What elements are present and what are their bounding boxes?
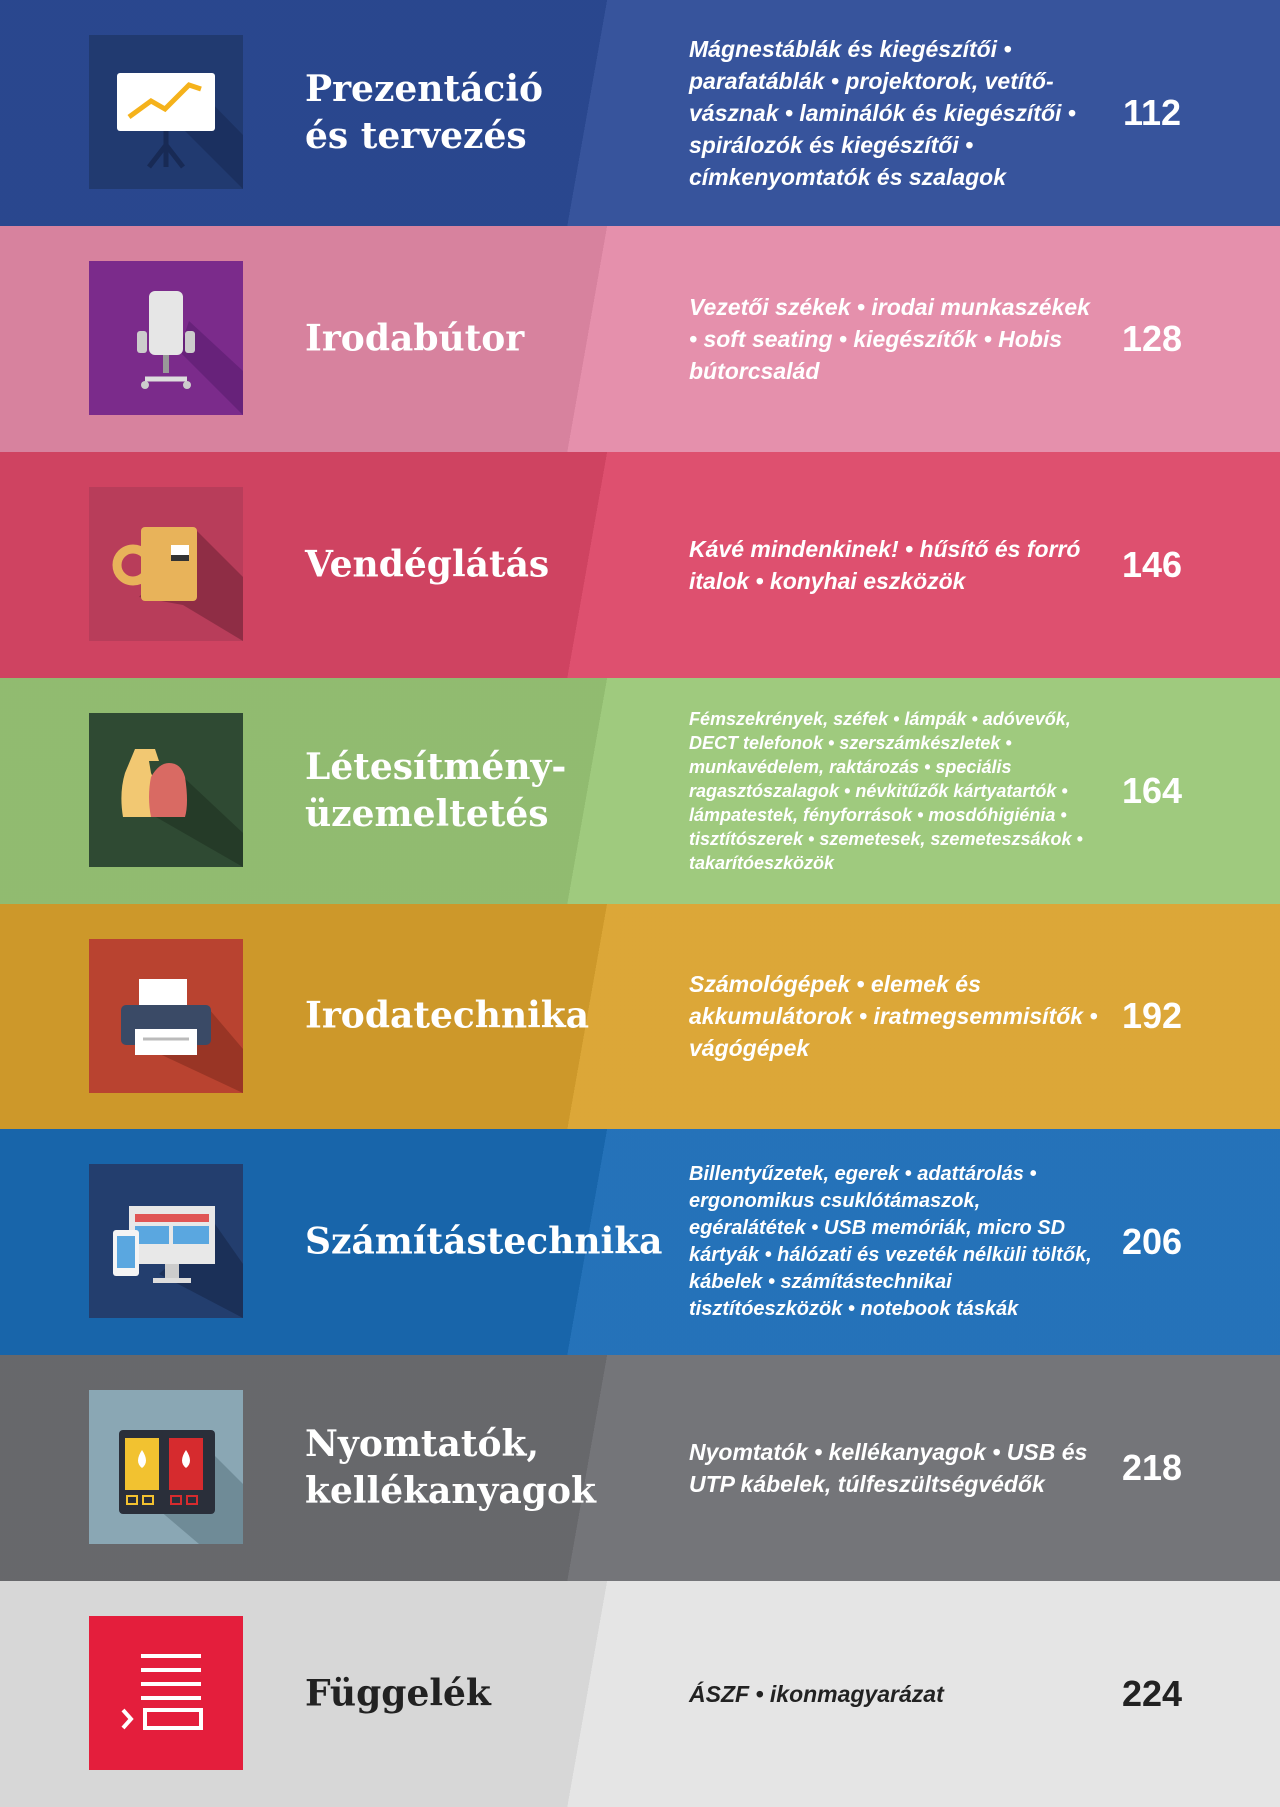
toc-row[interactable]: Prezentáció és tervezés Mágnestáblák és k… — [0, 0, 1280, 226]
section-title: Számítástechnika — [305, 1220, 663, 1263]
section-title: Irodatechnika — [305, 994, 590, 1037]
toc-row[interactable]: Vendéglátás Kávé mindenkinek! • hűsítő é… — [0, 451, 1280, 678]
section-description: Kávé mindenkinek! • hűsítő és forró ital… — [689, 535, 1081, 594]
page-number: 192 — [1121, 995, 1183, 1037]
section-description: Mágnestáblák és kiegészítői • parafatábl… — [689, 35, 1076, 190]
page-number: 112 — [1122, 91, 1182, 133]
section-title: Vendéglátás — [305, 543, 550, 586]
section-description: Vezetői székek • irodai munkaszékek • so… — [689, 293, 1090, 384]
icon — [89, 712, 243, 867]
page-number: 224 — [1121, 1673, 1183, 1715]
page-number: 146 — [1121, 543, 1183, 585]
page-number: 164 — [1121, 769, 1183, 811]
section-title: Létesítmény-üzemeltetés — [305, 745, 567, 835]
icon — [89, 486, 243, 641]
section-description: Számológépek • elemek és akkumulátorok •… — [689, 971, 1098, 1062]
section-title: Prezentáció és tervezés — [305, 67, 544, 157]
page-number: 206 — [1121, 1221, 1183, 1263]
toc-row[interactable]: Irodatechnika Számológépek • elemek és a… — [0, 903, 1280, 1130]
section-description: Billentyűzetek, egerek • adattárolás • e… — [689, 1163, 1092, 1321]
section-title: Irodabútor — [305, 317, 525, 360]
toc-row[interactable]: Létesítmény-üzemeltetés Fémszekrények, s… — [0, 677, 1280, 904]
toc-row[interactable]: Számítástechnika Billentyűzetek, egerek … — [0, 1129, 1280, 1356]
icon — [89, 938, 243, 1093]
section-description: Nyomtatók • kellékanyagok • USB és UTP k… — [689, 1439, 1088, 1498]
toc-row[interactable]: Irodabútor Vezetői székek • irodai munka… — [0, 225, 1280, 452]
toc-row[interactable]: Függelék ÁSZF • ikonmagyarázat 224 — [0, 1581, 1280, 1807]
page-number: 218 — [1121, 1447, 1183, 1489]
toc-row[interactable]: Nyomtatók, kellékanyagok Nyomtatók • kell… — [0, 1355, 1280, 1582]
page-number: 128 — [1121, 317, 1183, 359]
section-title: Függelék — [305, 1672, 491, 1715]
icon — [89, 1616, 243, 1771]
section-description: ÁSZF • ikonmagyarázat — [689, 1681, 944, 1708]
icon — [89, 35, 243, 189]
section-description: Fémszekrények, széfek • lámpák • adóvevő… — [689, 708, 1083, 873]
icon — [89, 260, 243, 415]
icon — [89, 1164, 243, 1319]
icon — [89, 1390, 243, 1545]
section-title: Nyomtatók, kellékanyagok — [305, 1423, 596, 1513]
